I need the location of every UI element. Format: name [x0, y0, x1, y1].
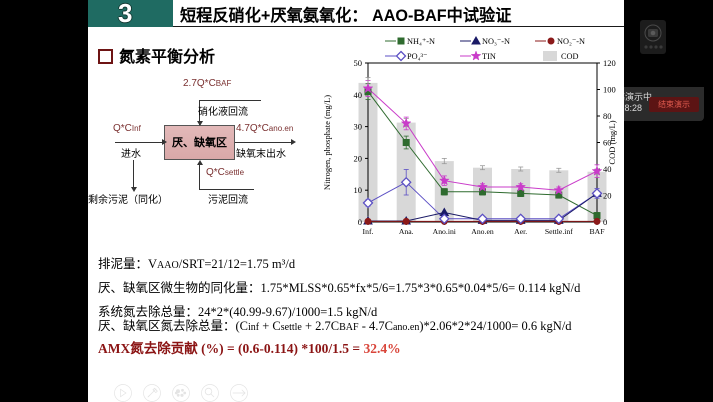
svg-text:0: 0 [358, 217, 362, 227]
svg-text:NO₂⁻-N: NO₂⁻-N [557, 37, 585, 46]
svg-text:20: 20 [354, 153, 363, 163]
svg-text:Inf.: Inf. [363, 227, 374, 236]
svg-text:BAF: BAF [590, 227, 605, 236]
svg-text:40: 40 [354, 90, 363, 100]
svg-text:10: 10 [354, 185, 363, 195]
svg-text:NO₃⁻-N: NO₃⁻-N [482, 37, 510, 46]
svg-text:NH₄⁺-N: NH₄⁺-N [407, 37, 435, 46]
svg-text:TIN: TIN [482, 52, 496, 61]
svg-text:100: 100 [603, 85, 616, 95]
svg-text:Ano.en: Ano.en [471, 227, 494, 236]
svg-text:Nitrogen, phosphate (mg/L): Nitrogen, phosphate (mg/L) [322, 95, 332, 190]
svg-text:COD: COD [561, 52, 579, 61]
svg-text:COD (mg/L): COD (mg/L) [607, 120, 617, 164]
svg-text:Aer.: Aer. [514, 227, 527, 236]
svg-text:30: 30 [354, 122, 363, 132]
svg-text:20: 20 [603, 191, 612, 201]
svg-text:Ana.: Ana. [399, 227, 414, 236]
svg-text:120: 120 [603, 58, 616, 68]
svg-text:Ano.ini: Ano.ini [433, 227, 456, 236]
svg-text:PO₄³⁻: PO₄³⁻ [407, 52, 427, 61]
svg-text:80: 80 [603, 111, 612, 121]
svg-text:0: 0 [603, 217, 607, 227]
svg-text:50: 50 [354, 58, 363, 68]
svg-text:Settle.inf: Settle.inf [545, 227, 573, 236]
